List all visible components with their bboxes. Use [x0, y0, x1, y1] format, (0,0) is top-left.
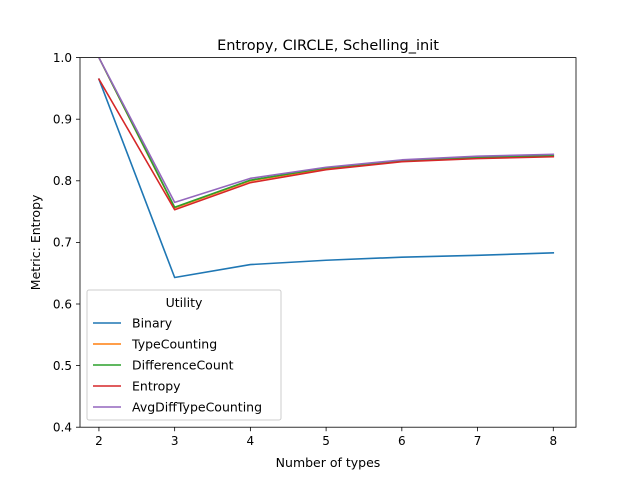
- legend-entries: Binary TypeCounting DifferenceCount Entropy…: [93, 316, 262, 415]
- x-tick-label: 4: [247, 434, 255, 448]
- chart-title: Entropy, CIRCLE, Schelling_init: [217, 38, 439, 54]
- x-tick-label: 3: [171, 434, 179, 448]
- x-tick-label: 8: [549, 434, 557, 448]
- x-axis-ticks: 2 3 4 5 6 7 8: [95, 427, 557, 448]
- x-tick-label: 7: [474, 434, 482, 448]
- x-axis-label: Number of types: [276, 455, 381, 470]
- x-tick-label: 6: [398, 434, 406, 448]
- legend-label: Entropy: [132, 379, 181, 394]
- legend-label: AvgDiffTypeCounting: [132, 400, 262, 415]
- y-tick-label: 0.6: [53, 297, 72, 311]
- series-layer: [97, 57, 555, 279]
- y-axis-ticks: 0.4 0.5 0.6 0.7 0.8 0.9 1.0: [53, 51, 80, 435]
- y-tick-label: 0.7: [53, 236, 72, 250]
- y-tick-label: 0.9: [53, 113, 72, 127]
- x-tick-label: 5: [322, 434, 330, 448]
- series-line-1: [97, 78, 555, 279]
- legend-label: Binary: [132, 316, 173, 331]
- y-tick-label: 1.0: [53, 51, 72, 65]
- series-line-5: [98, 57, 555, 204]
- y-axis-label: Metric: Entropy: [28, 194, 43, 290]
- legend-title: Utility: [166, 295, 203, 310]
- legend-box: [86, 289, 282, 421]
- x-tick-label: 2: [95, 434, 103, 448]
- legend: Utility Binary TypeCounting DifferenceCoun…: [86, 289, 282, 421]
- y-tick-label: 0.4: [53, 421, 72, 435]
- y-tick-label: 0.5: [53, 359, 72, 373]
- legend-label: TypeCounting: [131, 337, 217, 352]
- y-tick-label: 0.8: [53, 174, 72, 188]
- series-line-4: [97, 78, 555, 211]
- legend-label: DifferenceCount: [132, 358, 234, 373]
